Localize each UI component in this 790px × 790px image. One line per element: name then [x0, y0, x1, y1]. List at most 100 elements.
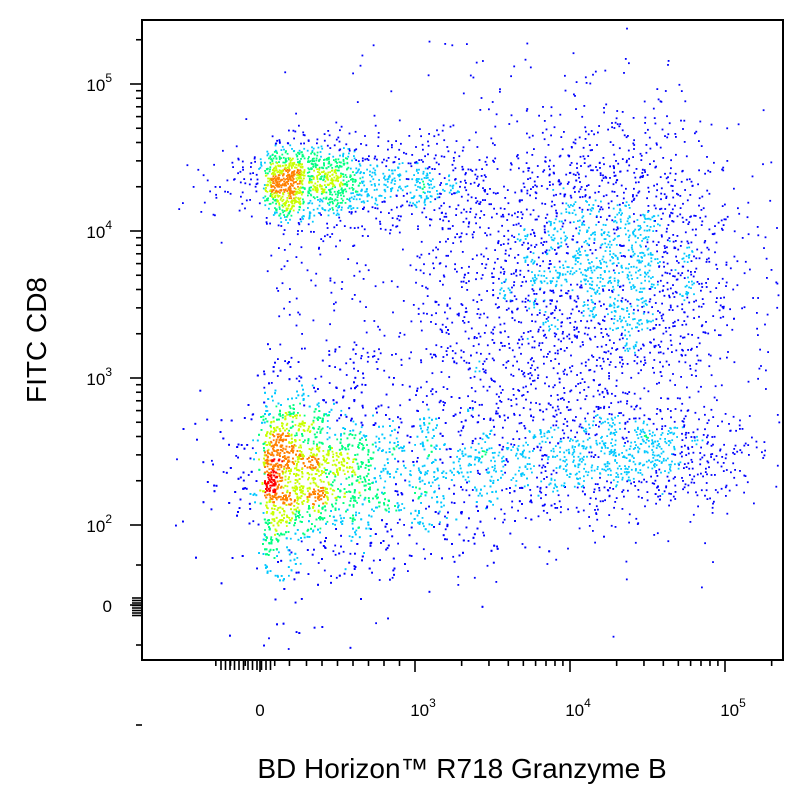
data-point: [314, 408, 317, 411]
data-point: [285, 537, 288, 540]
data-point: [436, 424, 438, 427]
data-point: [278, 534, 281, 537]
data-point: [274, 533, 276, 536]
data-point: [276, 623, 278, 626]
data-point: [285, 504, 288, 506]
data-point: [353, 499, 356, 502]
data-point: [270, 481, 272, 483]
data-point: [341, 446, 344, 448]
data-point: [353, 227, 356, 229]
data-point: [340, 453, 343, 456]
data-point: [522, 455, 525, 458]
data-point: [350, 539, 353, 542]
data-point: [398, 509, 401, 512]
data-point: [373, 189, 376, 191]
data-point: [381, 519, 383, 522]
data-point: [353, 400, 356, 403]
data-point: [492, 482, 495, 484]
data-point: [275, 211, 278, 214]
data-point: [284, 475, 287, 478]
data-point: [273, 557, 276, 559]
data-point: [308, 188, 311, 191]
data-point: [263, 457, 265, 460]
data-point: [370, 528, 372, 530]
data-point: [326, 438, 329, 441]
data-point: [306, 458, 309, 460]
data-point: [299, 163, 301, 165]
data-point: [334, 473, 337, 476]
data-point: [461, 488, 464, 491]
data-point: [270, 158, 273, 161]
data-point: [331, 187, 334, 190]
data-point: [341, 182, 344, 185]
data-point: [265, 444, 268, 446]
data-point: [270, 478, 273, 481]
data-point: [287, 648, 290, 650]
data-point: [435, 427, 437, 429]
data-point: [297, 429, 300, 432]
data-point: [362, 372, 364, 375]
data-point: [282, 497, 284, 499]
data-point: [302, 134, 305, 136]
data-point: [397, 460, 400, 463]
data-point: [282, 471, 285, 474]
data-point: [335, 401, 338, 404]
data-point: [352, 517, 355, 520]
data-point: [272, 495, 275, 498]
data-point: [387, 462, 389, 464]
data-point: [282, 519, 284, 522]
data-point: [442, 495, 445, 497]
data-point: [266, 420, 269, 423]
data-point: [294, 434, 296, 437]
data-point: [256, 374, 259, 377]
data-point: [325, 492, 328, 494]
data-point: [291, 420, 294, 423]
data-point: [308, 161, 311, 163]
data-point: [311, 160, 314, 163]
data-point: [279, 445, 282, 448]
data-point: [372, 167, 375, 170]
data-point: [363, 476, 365, 479]
data-point: [281, 492, 284, 494]
data-point: [421, 143, 424, 146]
data-point: [314, 490, 317, 493]
data-point: [288, 165, 291, 167]
data-point: [297, 457, 300, 460]
data-point: [265, 496, 268, 499]
data-point: [297, 185, 299, 188]
data-point: [247, 404, 250, 406]
data-point: [431, 168, 434, 170]
data-point: [381, 491, 383, 494]
data-point: [355, 529, 358, 532]
data-point: [285, 520, 288, 523]
data-point: [274, 598, 277, 601]
data-point: [368, 155, 370, 158]
data-point: [314, 436, 317, 439]
data-point: [290, 502, 293, 505]
data-point: [285, 470, 288, 472]
data-point: [279, 172, 281, 174]
data-point: [286, 462, 288, 465]
data-point: [416, 409, 418, 412]
data-point: [387, 617, 389, 620]
data-point: [220, 419, 223, 422]
data-point: [447, 329, 449, 331]
data-point: [325, 413, 327, 416]
data-point: [453, 502, 456, 504]
data-point: [371, 196, 373, 199]
data-point: [296, 499, 299, 502]
data-point: [367, 497, 370, 499]
data-point: [309, 199, 312, 202]
data-point: [426, 167, 429, 170]
data-point: [334, 523, 336, 526]
data-point: [477, 510, 479, 512]
data-point: [321, 442, 324, 445]
data-point: [289, 210, 292, 212]
data-point: [312, 456, 315, 459]
data-point: [422, 443, 424, 446]
data-point: [456, 470, 459, 473]
data-point: [229, 467, 232, 469]
data-point: [283, 495, 285, 497]
data-point: [364, 480, 367, 483]
data-point: [496, 547, 499, 550]
